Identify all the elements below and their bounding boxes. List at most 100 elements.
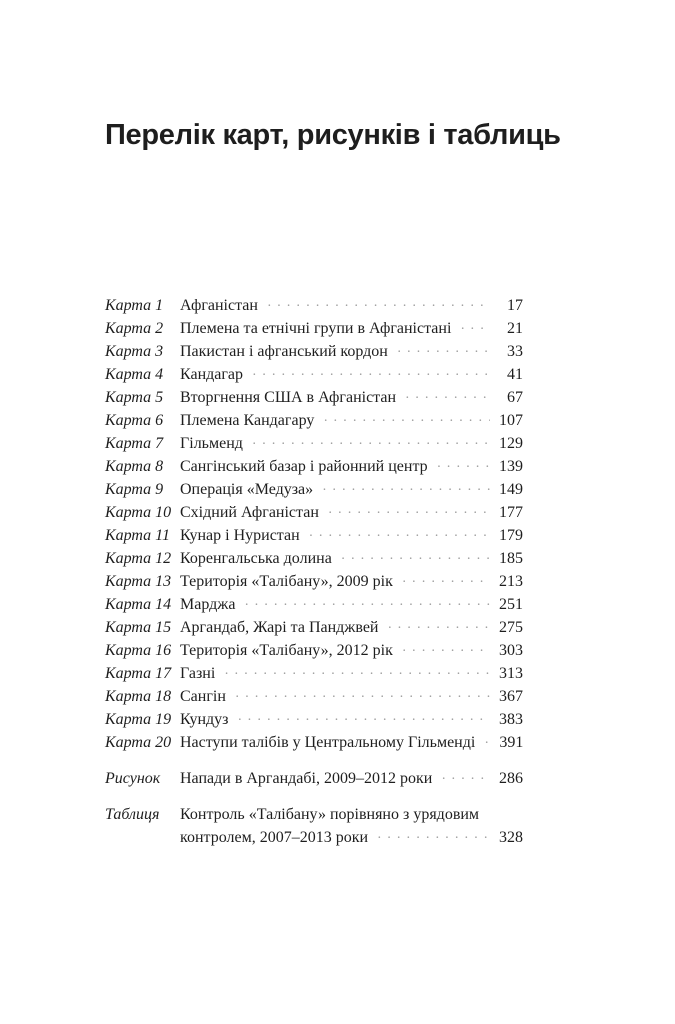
entry-label: Карта 18 bbox=[105, 687, 172, 705]
entry-body: Кандагар 41 bbox=[180, 363, 523, 386]
toc-entry: Карта 14 Марджа 251 bbox=[105, 593, 523, 616]
entry-label: Карта 14 bbox=[105, 595, 172, 613]
entry-line: Напади в Аргандабі, 2009–2012 роки 286 bbox=[180, 767, 523, 790]
page-number: 179 bbox=[499, 526, 523, 544]
dot-leader bbox=[460, 318, 490, 341]
page-number: 177 bbox=[499, 503, 523, 521]
entry-body: Газні 313 bbox=[180, 662, 523, 685]
dot-leader bbox=[484, 732, 490, 755]
entry-line: Гільменд 129 bbox=[180, 432, 523, 455]
entry-line: Вторгнення США в Афганістан 67 bbox=[180, 386, 523, 409]
dot-leader bbox=[377, 827, 490, 850]
entry-body: Контроль «Талібану» порівняно з урядовим… bbox=[180, 803, 523, 849]
entry-label: Карта 2 bbox=[105, 319, 164, 337]
entry-line: Східний Афганістан 177 bbox=[180, 501, 523, 524]
entry-title: Афганістан bbox=[180, 296, 258, 314]
page-number: 303 bbox=[499, 641, 523, 659]
entry-line: Операція «Медуза» 149 bbox=[180, 478, 523, 501]
toc-entry: Карта 16 Територія «Талібану», 2012 рік … bbox=[105, 639, 523, 662]
page-number: 328 bbox=[499, 828, 523, 846]
toc-entry: Таблиця Контроль «Талібану» порівняно з … bbox=[105, 803, 523, 849]
page-title: Перелік карт, рисунків і таблиць bbox=[105, 119, 561, 151]
entry-title: Племена та етнічні групи в Афганістані bbox=[180, 319, 452, 337]
dot-leader bbox=[244, 594, 490, 617]
entry-label: Карта 8 bbox=[105, 457, 164, 475]
entry-label: Карта 3 bbox=[105, 342, 164, 360]
entry-line: Пакистан і афганський кордон 33 bbox=[180, 340, 523, 363]
entry-label: Карта 4 bbox=[105, 365, 164, 383]
entry-label: Таблиця bbox=[105, 805, 160, 823]
page-number: 367 bbox=[499, 687, 523, 705]
dot-leader bbox=[437, 456, 490, 479]
page-number: 275 bbox=[499, 618, 523, 636]
dot-leader bbox=[402, 571, 490, 594]
page-number: 251 bbox=[499, 595, 523, 613]
entry-title: Територія «Талібану», 2012 рік bbox=[180, 641, 393, 659]
entry-title: Кунар і Нуристан bbox=[180, 526, 300, 544]
entry-title: Коренгальська долина bbox=[180, 549, 332, 567]
page-number: 185 bbox=[499, 549, 523, 567]
entry-body: Коренгальська долина 185 bbox=[180, 547, 523, 570]
entry-title: Газні bbox=[180, 664, 216, 682]
page-number: 17 bbox=[507, 296, 523, 314]
page-number: 286 bbox=[499, 769, 523, 787]
toc-entry: Карта 2 Племена та етнічні групи в Афган… bbox=[105, 317, 523, 340]
entry-title: Гільменд bbox=[180, 434, 243, 452]
entry-line: Племена Кандагару 107 bbox=[180, 409, 523, 432]
toc-entry: Карта 7 Гільменд 129 bbox=[105, 432, 523, 455]
page-number: 107 bbox=[499, 411, 523, 429]
entry-label: Карта 13 bbox=[105, 572, 172, 590]
entry-label: Карта 1 bbox=[105, 296, 164, 314]
entry-line: контролем, 2007–2013 роки 328 bbox=[180, 826, 523, 849]
entry-body: Операція «Медуза» 149 bbox=[180, 478, 523, 501]
page-number: 391 bbox=[499, 733, 524, 751]
entry-title: Наступи талібів у Центральному Гільменді bbox=[180, 733, 476, 751]
entry-body: Кундуз 383 bbox=[180, 708, 523, 731]
entry-line: Марджа 251 bbox=[180, 593, 523, 616]
toc-entry: Карта 1 Афганістан 17 bbox=[105, 294, 523, 317]
entry-label: Карта 10 bbox=[105, 503, 172, 521]
page-number: 129 bbox=[499, 434, 523, 452]
dot-leader bbox=[252, 364, 490, 387]
entry-label: Карта 6 bbox=[105, 411, 164, 429]
entry-title: Сангінський базар і районний центр bbox=[180, 457, 428, 475]
dot-leader bbox=[341, 548, 490, 571]
entry-title: Племена Кандагару bbox=[180, 411, 315, 429]
entry-line: Кандагар 41 bbox=[180, 363, 523, 386]
toc-entry: Карта 20 Наступи талібів у Центральному … bbox=[105, 731, 523, 754]
entry-line: Газні 313 bbox=[180, 662, 523, 685]
entry-title: Контроль «Талібану» порівняно з урядовим bbox=[180, 805, 480, 823]
entry-line: Територія «Талібану», 2012 рік 303 bbox=[180, 639, 523, 662]
dot-leader bbox=[397, 341, 490, 364]
toc-entry: Карта 5 Вторгнення США в Афганістан 67 bbox=[105, 386, 523, 409]
entry-body: Афганістан 17 bbox=[180, 294, 523, 317]
entry-label: Рисунок bbox=[105, 769, 161, 787]
page-number: 41 bbox=[507, 365, 523, 383]
entry-body: Кунар і Нуристан 179 bbox=[180, 524, 523, 547]
dot-leader bbox=[328, 502, 490, 525]
page-number: 213 bbox=[499, 572, 523, 590]
dot-leader bbox=[267, 295, 490, 318]
entry-body: Сангін 367 bbox=[180, 685, 523, 708]
entry-title: контролем, 2007–2013 роки bbox=[180, 828, 369, 846]
entry-title: Операція «Медуза» bbox=[180, 480, 314, 498]
entry-label: Карта 5 bbox=[105, 388, 164, 406]
dot-leader bbox=[323, 410, 490, 433]
entry-line: Контроль «Талібану» порівняно з урядовим bbox=[180, 803, 523, 826]
entry-body: Територія «Талібану», 2009 рік 213 bbox=[180, 570, 523, 593]
entry-label: Карта 16 bbox=[105, 641, 172, 659]
toc-entry: Карта 9 Операція «Медуза» 149 bbox=[105, 478, 523, 501]
dot-leader bbox=[238, 709, 491, 732]
entry-title: Пакистан і афганський кордон bbox=[180, 342, 388, 360]
toc-entry: Карта 18 Сангін 367 bbox=[105, 685, 523, 708]
dot-leader bbox=[309, 525, 490, 548]
dot-leader bbox=[252, 433, 490, 456]
toc-entry: Карта 19 Кундуз 383 bbox=[105, 708, 523, 731]
entry-line: Кунар і Нуристан 179 bbox=[180, 524, 523, 547]
page-number: 383 bbox=[499, 710, 523, 728]
entry-line: Територія «Талібану», 2009 рік 213 bbox=[180, 570, 523, 593]
toc-entry: Карта 17 Газні 313 bbox=[105, 662, 523, 685]
entry-title: Східний Афганістан bbox=[180, 503, 319, 521]
entry-body: Гільменд 129 bbox=[180, 432, 523, 455]
